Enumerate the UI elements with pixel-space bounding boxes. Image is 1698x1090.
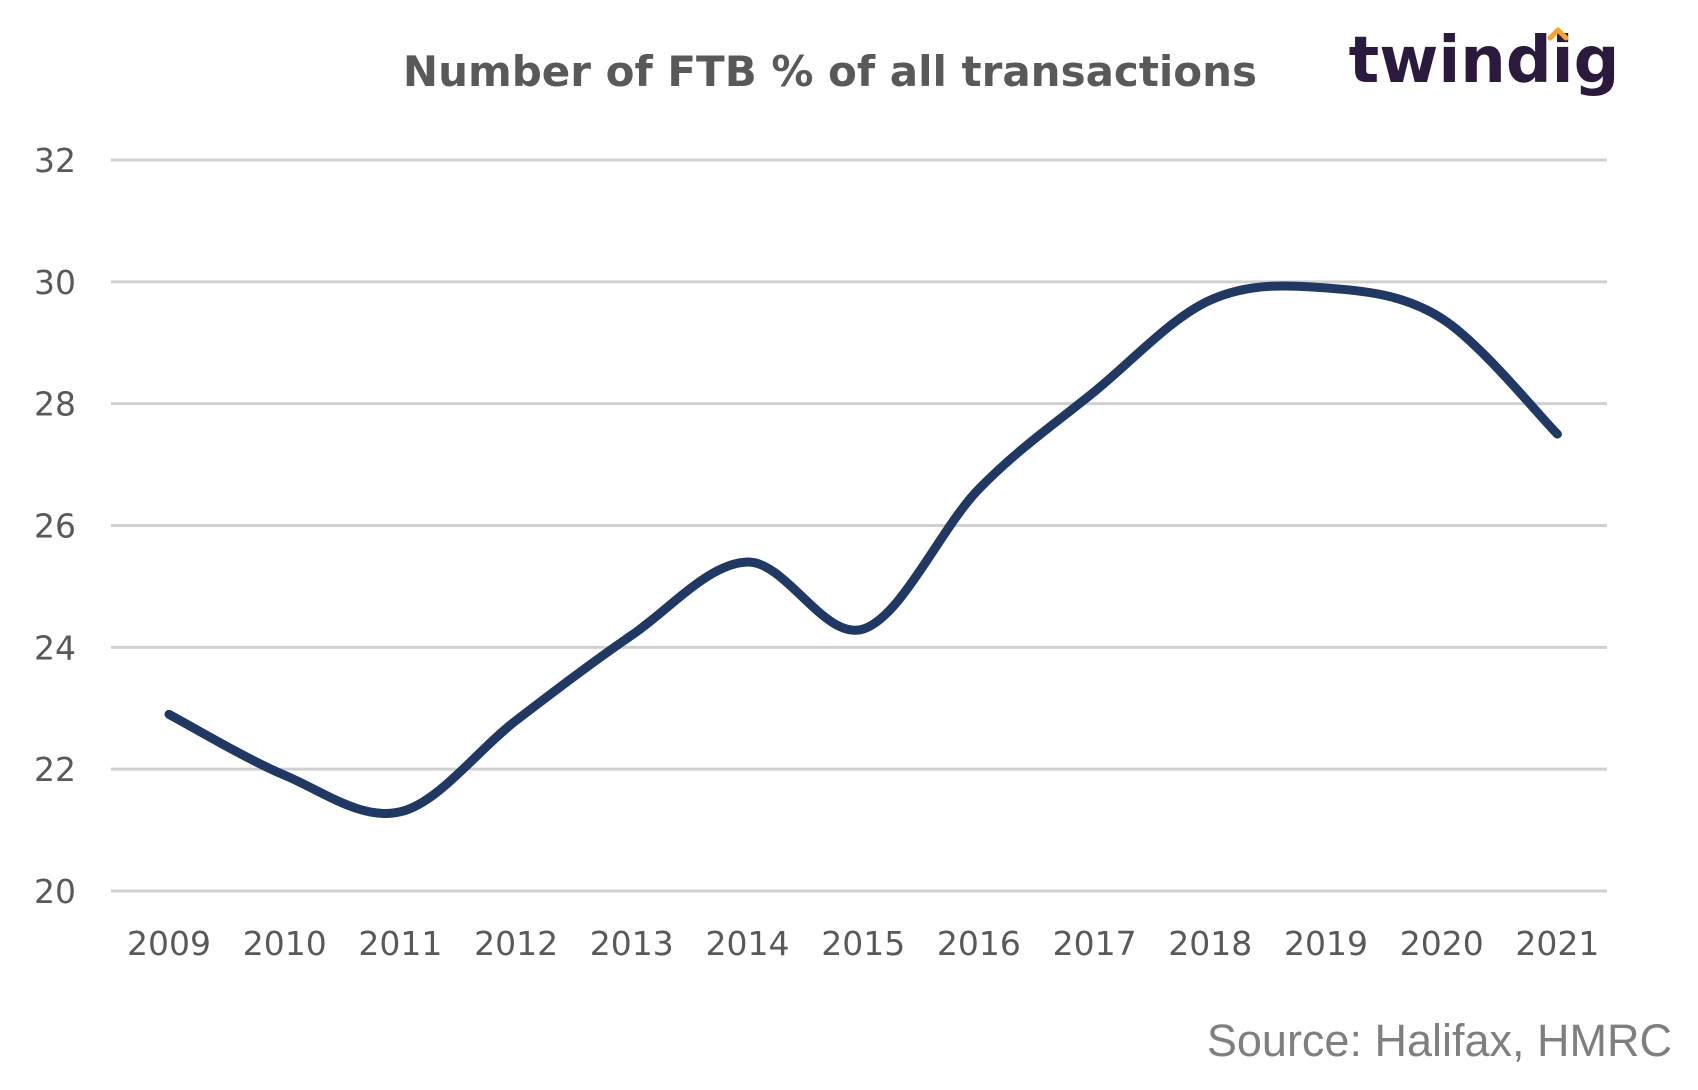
x-tick-label: 2018 <box>1168 924 1252 963</box>
x-tick-label: 2011 <box>358 924 442 963</box>
x-tick-label: 2013 <box>590 924 674 963</box>
x-tick-label: 2021 <box>1515 924 1599 963</box>
x-tick-label: 2010 <box>243 924 327 963</box>
y-tick-label: 32 <box>34 141 76 180</box>
x-tick-label: 2020 <box>1400 924 1484 963</box>
y-tick-label: 28 <box>34 385 76 424</box>
x-tick-label: 2016 <box>937 924 1021 963</box>
x-tick-label: 2009 <box>127 924 211 963</box>
chart-title: Number of FTB % of all transactions <box>403 47 1257 96</box>
logo-roof-icon <box>1547 27 1569 41</box>
x-axis-ticks: 2009 2010 2011 2012 2013 2014 2015 2016 2017 2018… <box>127 924 1599 963</box>
y-axis-ticks: 20 22 24 26 28 30 32 <box>34 141 76 911</box>
y-tick-label: 20 <box>34 872 76 911</box>
y-tick-label: 24 <box>34 628 76 667</box>
gridlines <box>111 158 1607 893</box>
x-tick-label: 2014 <box>706 924 790 963</box>
y-tick-label: 22 <box>34 750 76 789</box>
series-layer <box>164 281 1562 818</box>
y-tick-label: 26 <box>34 507 76 546</box>
y-tick-label: 30 <box>34 263 76 302</box>
x-tick-label: 2015 <box>821 924 905 963</box>
source-note: Source: Halifax, HMRC <box>1207 1015 1672 1066</box>
brand-logo: twindig <box>1349 24 1620 98</box>
series-line-0 <box>164 281 1562 818</box>
x-tick-label: 2019 <box>1284 924 1368 963</box>
x-tick-label: 2012 <box>474 924 558 963</box>
x-tick-label: 2017 <box>1053 924 1137 963</box>
brand-logo-text: twindig <box>1349 24 1620 98</box>
